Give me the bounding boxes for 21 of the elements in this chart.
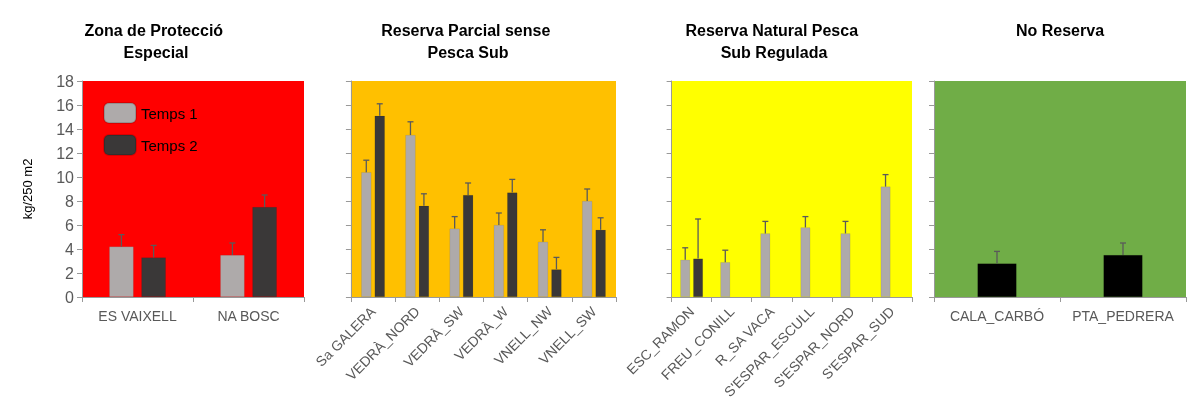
x-tick-label: NA BOSC: [217, 308, 280, 324]
legend-label: Temps 2: [141, 136, 198, 154]
x-tick-label: CALA_CARBÓ: [949, 308, 1045, 324]
y-tick-label: 16: [56, 96, 75, 114]
y-tick-label: 4: [65, 240, 75, 258]
y-tick-label: 12: [56, 144, 75, 162]
chart-title: Zona de Protecció Especial: [84, 21, 228, 61]
y-tick-label: 10: [56, 168, 75, 186]
y-tick-label: 6: [65, 216, 75, 234]
x-tick-label: PTA_PEDRERA: [1072, 308, 1175, 324]
y-tick-label: 2: [65, 264, 75, 282]
y-tick-label: 18: [56, 72, 75, 90]
legend-label: Temps 1: [141, 104, 198, 122]
chart-title: Reserva Parcial sense Pesca Sub: [381, 21, 555, 61]
y-tick-label: 0: [65, 288, 75, 306]
chart-title: No Reserva: [1015, 21, 1105, 39]
y-tick-label: 8: [65, 192, 75, 210]
y-axis-title: kg/250 m2: [20, 158, 35, 220]
chart-title: Reserva Natural Pesca Sub Regulada: [685, 21, 863, 61]
y-tick-label: 14: [56, 120, 75, 138]
x-tick-label: ES VAIXELL: [98, 308, 177, 324]
